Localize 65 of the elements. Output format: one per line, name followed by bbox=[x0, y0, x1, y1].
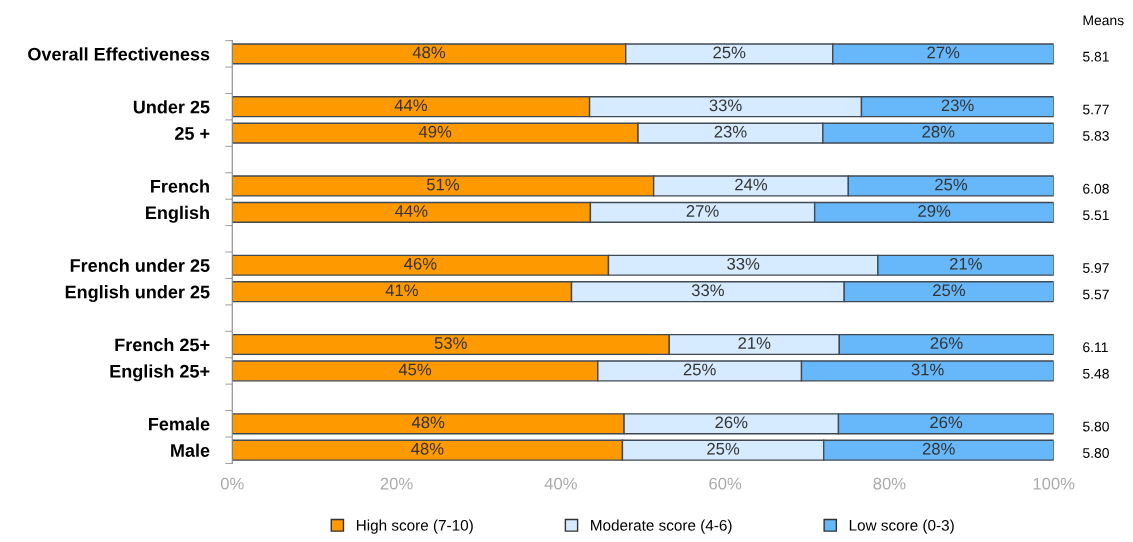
data-label: 25% bbox=[935, 178, 968, 191]
x-tick-label: 60% bbox=[709, 477, 742, 490]
data-label: 26% bbox=[930, 416, 963, 429]
y-tick-label: Under 25 bbox=[133, 100, 210, 114]
data-label: 26% bbox=[930, 337, 963, 349]
text: 5.77 bbox=[1083, 104, 1109, 115]
data-label: 45% bbox=[398, 363, 432, 376]
data-label: 27% bbox=[686, 205, 719, 217]
data-label: 48% bbox=[411, 416, 445, 429]
data-label: 25% bbox=[683, 363, 716, 376]
data-label: 48% bbox=[411, 442, 444, 455]
legend-label: High score (7-10) bbox=[356, 519, 473, 534]
data-label: 49% bbox=[418, 125, 452, 138]
data-label: 29% bbox=[918, 205, 951, 217]
data-label: 21% bbox=[738, 337, 771, 349]
data-label: 24% bbox=[735, 178, 768, 191]
data-label: 41% bbox=[385, 284, 418, 297]
data-label: 31% bbox=[911, 363, 944, 376]
data-label: 33% bbox=[709, 99, 742, 112]
y-tick-label: Female bbox=[149, 417, 210, 431]
text: Means bbox=[1083, 15, 1124, 26]
y-tick-label: French 25+ bbox=[115, 337, 210, 352]
x-tick-label: 40% bbox=[544, 477, 577, 490]
legend-label: Moderate score (4-6) bbox=[591, 519, 732, 534]
x-tick-label: 20% bbox=[380, 477, 413, 490]
text: 5.80 bbox=[1083, 421, 1109, 432]
y-tick-label: French under 25 bbox=[70, 258, 210, 272]
y-tick-label: English 25+ bbox=[110, 364, 210, 382]
data-label: 46% bbox=[404, 257, 437, 270]
x-tick-label: 80% bbox=[873, 477, 906, 490]
text: 5.83 bbox=[1083, 130, 1109, 141]
data-label: 26% bbox=[715, 416, 748, 429]
data-label: 33% bbox=[691, 284, 724, 297]
data-label: 53% bbox=[434, 337, 467, 349]
text: 5.80 bbox=[1083, 448, 1109, 458]
y-tick-label: 25 + bbox=[175, 127, 210, 140]
data-label: 25% bbox=[933, 284, 966, 297]
data-label: 48% bbox=[412, 46, 446, 59]
data-label: 44% bbox=[394, 99, 428, 112]
data-label: 25% bbox=[707, 442, 740, 455]
data-label: 23% bbox=[941, 99, 974, 112]
data-label: 51% bbox=[426, 178, 460, 191]
text: 5.48 bbox=[1083, 368, 1109, 379]
data-label: 25% bbox=[713, 46, 746, 59]
text: 6.11 bbox=[1083, 342, 1108, 353]
y-tick-label: French bbox=[151, 179, 209, 193]
data-label: 21% bbox=[949, 257, 982, 270]
data-label: 23% bbox=[714, 125, 747, 138]
text: 5.51 bbox=[1083, 210, 1109, 221]
data-label: 33% bbox=[727, 257, 760, 270]
text: 5.97 bbox=[1083, 263, 1109, 273]
y-tick-label: Overall Effectiveness bbox=[28, 47, 210, 61]
text: 5.57 bbox=[1083, 289, 1109, 300]
text: 6.08 bbox=[1083, 183, 1109, 194]
x-tick-label: 100% bbox=[1033, 477, 1075, 490]
y-tick-label: Male bbox=[171, 443, 210, 457]
data-label: 27% bbox=[927, 46, 960, 59]
data-label: 28% bbox=[922, 125, 955, 138]
y-tick-label: English bbox=[146, 205, 209, 223]
text: 5.81 bbox=[1083, 51, 1109, 62]
y-tick-label: English under 25 bbox=[65, 285, 210, 303]
data-label: 44% bbox=[395, 205, 428, 217]
x-tick-label: 0% bbox=[220, 477, 244, 490]
data-label: 28% bbox=[922, 442, 955, 455]
legend-label: Low score (0-3) bbox=[849, 519, 954, 534]
